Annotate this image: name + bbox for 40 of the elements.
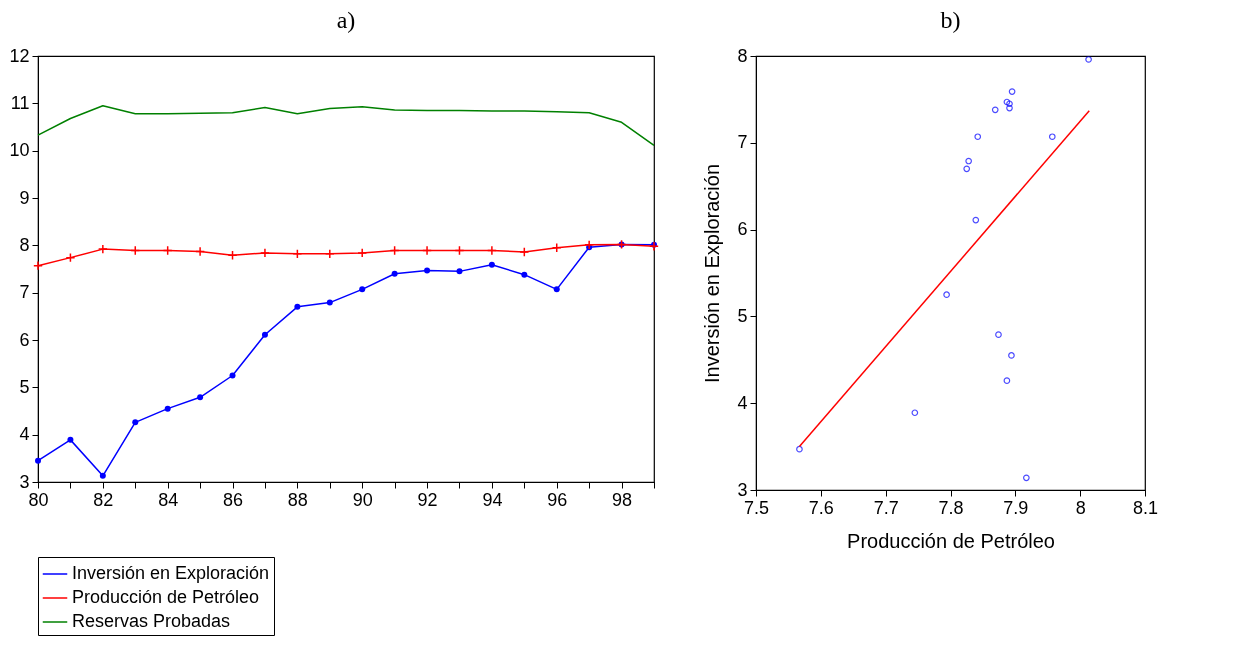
chart-title: a) <box>336 7 356 33</box>
x-axis-title: Producción de Petróleo <box>847 529 1055 552</box>
x-tick-label: 7.5 <box>743 497 770 518</box>
x-tick-label: 8 <box>1075 497 1086 518</box>
y-tick-label: 3 <box>737 479 748 500</box>
x-tick-label: 7.7 <box>873 497 899 518</box>
y-tick-label: 8 <box>19 234 30 255</box>
x-tick-label: 7.9 <box>1003 497 1029 518</box>
y-tick-label: 4 <box>19 424 30 445</box>
x-tick-label: 7.6 <box>808 497 834 518</box>
x-tick-label: 90 <box>352 489 373 510</box>
y-tick-label: 9 <box>19 187 30 208</box>
y-tick-label: 7 <box>737 132 748 153</box>
y-axis-title: Inversión en Exploración <box>701 163 724 384</box>
y-tick-label: 12 <box>9 45 30 66</box>
x-tick-label: 80 <box>28 489 49 510</box>
x-tick-label: 92 <box>417 489 438 510</box>
y-tick-label: 11 <box>10 92 30 113</box>
y-tick-label: 8 <box>737 45 748 66</box>
chart-title: b) <box>940 7 961 33</box>
x-tick-label: 94 <box>482 489 503 510</box>
y-tick-label: 5 <box>19 376 30 397</box>
y-tick-label: 3 <box>19 471 30 492</box>
legend-label: Producción de Petróleo <box>72 587 260 607</box>
x-tick-label: 98 <box>612 489 633 510</box>
y-tick-label: 6 <box>737 219 748 240</box>
x-tick-label: 84 <box>158 489 179 510</box>
x-tick-label: 8.1 <box>1132 497 1159 518</box>
y-tick-label: 10 <box>9 140 30 161</box>
y-tick-label: 7 <box>19 282 30 303</box>
legend-label: Inversión en Exploración <box>72 563 270 583</box>
y-tick-label: 4 <box>737 392 748 413</box>
x-tick-label: 96 <box>547 489 568 510</box>
x-tick-label: 82 <box>93 489 114 510</box>
x-tick-label: 88 <box>287 489 308 510</box>
y-tick-label: 6 <box>19 329 30 350</box>
y-tick-label: 5 <box>737 305 748 326</box>
x-tick-label: 86 <box>223 489 244 510</box>
legend-label: Reservas Probadas <box>72 611 231 631</box>
x-tick-label: 7.8 <box>938 497 964 518</box>
